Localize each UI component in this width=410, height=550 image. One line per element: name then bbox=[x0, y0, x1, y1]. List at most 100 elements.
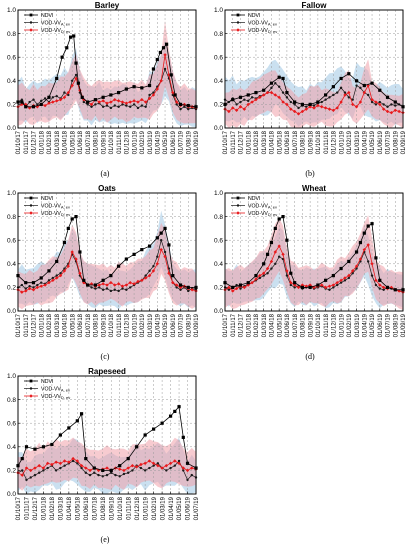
point-vod-a bbox=[125, 104, 128, 107]
point-vod-d bbox=[89, 102, 94, 107]
x-tick-label: 01/06/19 bbox=[186, 496, 192, 520]
point-vod-d bbox=[50, 462, 54, 467]
point-vod-d bbox=[105, 466, 109, 470]
point-vod-d bbox=[331, 108, 336, 112]
legend-label: VOD-VVD, ev bbox=[248, 28, 277, 34]
point-ndvi bbox=[378, 278, 382, 282]
legend-label-sub: D, ev bbox=[61, 212, 70, 217]
point-vod-a bbox=[33, 473, 37, 477]
point-ndvi bbox=[33, 447, 37, 451]
legend-marker bbox=[236, 196, 240, 200]
point-vod-a bbox=[51, 96, 55, 99]
point-ndvi bbox=[293, 100, 297, 104]
point-vod-a bbox=[82, 100, 85, 104]
x-tick-label: 01/03/18 bbox=[262, 313, 268, 337]
point-ndvi bbox=[178, 283, 183, 287]
point-ndvi bbox=[124, 87, 128, 91]
point-vod-d bbox=[331, 283, 336, 287]
point-ndvi bbox=[79, 412, 84, 416]
point-ndvi bbox=[50, 442, 54, 447]
point-ndvi bbox=[132, 85, 136, 89]
panel-title: Fallow bbox=[302, 1, 328, 10]
y-tick-label: 1.0 bbox=[7, 373, 16, 380]
point-vod-a bbox=[121, 287, 124, 290]
point-vod-d bbox=[292, 109, 297, 114]
point-vod-d bbox=[300, 109, 305, 114]
point-ndvi bbox=[354, 79, 359, 83]
x-tick-label: 01/04/19 bbox=[156, 130, 162, 154]
point-vod-a bbox=[36, 283, 39, 287]
point-vod-a bbox=[163, 250, 167, 254]
point-vod-a bbox=[293, 286, 296, 289]
x-tick-label: 01/10/18 bbox=[109, 313, 115, 337]
x-tick-label: 01/10/18 bbox=[316, 313, 322, 337]
point-vod-a bbox=[29, 476, 32, 479]
x-tick-label: 01/09/18 bbox=[101, 130, 107, 154]
point-ndvi bbox=[186, 103, 190, 108]
x-tick-label: 01/12/17 bbox=[239, 130, 245, 154]
point-vod-a bbox=[336, 91, 339, 94]
point-ndvi bbox=[238, 95, 243, 99]
point-vod-a bbox=[239, 287, 242, 290]
point-vod-d bbox=[227, 285, 231, 290]
point-vod-d bbox=[136, 279, 140, 284]
point-ndvi bbox=[101, 468, 105, 472]
x-tick-label: 01/01/19 bbox=[132, 130, 138, 154]
y-tick-label: 0.2 bbox=[7, 102, 16, 109]
point-ndvi bbox=[155, 236, 159, 240]
point-vod-d bbox=[143, 100, 148, 104]
legend-label-main: VOD-VV bbox=[41, 28, 61, 34]
y-tick-label: 1.0 bbox=[7, 7, 16, 14]
panel-barley: 0.00.20.40.60.81.001/10/17 01/11/17 01/12/… bbox=[7, 1, 200, 178]
point-vod-d bbox=[74, 257, 78, 261]
point-vod-d bbox=[281, 252, 285, 257]
point-vod-d bbox=[242, 107, 247, 111]
point-vod-a bbox=[67, 93, 70, 97]
point-vod-d bbox=[143, 461, 147, 466]
point-vod-a bbox=[98, 286, 101, 289]
point-vod-d bbox=[120, 284, 125, 288]
y-tick-label: 1.0 bbox=[214, 7, 223, 14]
point-vod-a bbox=[270, 86, 273, 90]
point-vod-a bbox=[187, 289, 190, 293]
point-vod-a bbox=[114, 473, 117, 477]
y-tick-label: 0.2 bbox=[214, 285, 223, 292]
point-vod-d bbox=[147, 273, 152, 278]
panel-oats: 0.00.20.40.60.81.001/10/17 01/11/17 01/12/… bbox=[7, 184, 200, 361]
legend-marker bbox=[236, 28, 240, 32]
point-vod-d bbox=[285, 102, 289, 107]
point-vod-d bbox=[58, 97, 63, 102]
legend-label-sub: A, ev bbox=[268, 22, 277, 27]
point-ndvi bbox=[324, 93, 328, 97]
legend-label-main: VOD-VV bbox=[41, 20, 61, 26]
point-ndvi bbox=[289, 271, 293, 275]
point-vod-a bbox=[169, 466, 172, 470]
point-vod-a bbox=[86, 103, 89, 106]
point-ndvi bbox=[109, 274, 113, 278]
point-ndvi bbox=[378, 88, 382, 92]
point-vod-a bbox=[177, 459, 181, 463]
point-ndvi bbox=[47, 269, 51, 273]
x-tick-label: 01/04/18 bbox=[270, 313, 276, 337]
x-tick-label: 01/06/19 bbox=[171, 130, 177, 154]
point-ndvi bbox=[163, 226, 167, 230]
y-tick-label: 0.6 bbox=[7, 54, 16, 61]
legend-label: NDVI bbox=[248, 196, 260, 202]
x-tick-label: 01/12/17 bbox=[239, 313, 245, 337]
y-tick-label: 0.6 bbox=[7, 420, 16, 427]
point-vod-a bbox=[109, 106, 113, 110]
point-vod-a bbox=[28, 285, 31, 288]
point-ndvi bbox=[366, 224, 370, 228]
x-tick-label: 01/01/19 bbox=[339, 130, 345, 154]
point-vod-a bbox=[390, 103, 393, 106]
y-tick-label: 0.6 bbox=[214, 54, 223, 61]
legend-label-sub: D, ev bbox=[61, 395, 70, 400]
point-vod-a bbox=[152, 91, 155, 94]
point-ndvi bbox=[159, 231, 163, 235]
point-vod-d bbox=[58, 461, 63, 466]
y-tick-label: 0.0 bbox=[7, 491, 16, 498]
point-ndvi bbox=[265, 252, 270, 256]
point-vod-d bbox=[159, 247, 163, 252]
point-vod-d bbox=[343, 93, 347, 97]
